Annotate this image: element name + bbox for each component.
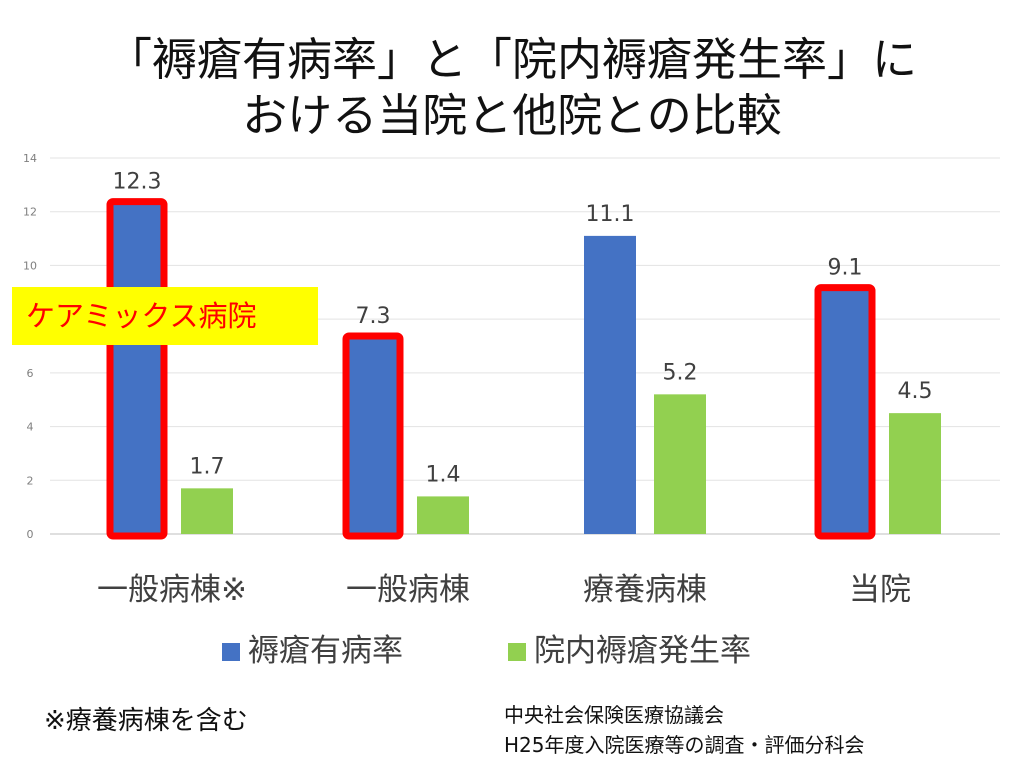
y-tick-label: 0 (27, 528, 34, 541)
data-label: 1.7 (190, 454, 225, 479)
legend-swatch-1 (222, 643, 240, 661)
bars (106, 198, 941, 540)
data-label: 4.5 (898, 379, 933, 404)
source-line-1: 中央社会保険医療協議会 (504, 703, 724, 727)
title-line-1: 「褥瘡有病率」と「院内褥瘡発生率」に (106, 33, 917, 86)
x-axis-ticks: 一般病棟※ 一般病棟 療養病棟 当院 (97, 572, 911, 608)
bar-prevalence-1 (347, 337, 399, 534)
legend-swatch-2 (508, 643, 526, 661)
callout-care-mix-hospital: ケアミックス病院 (12, 287, 318, 345)
bar-incidence-3 (889, 413, 941, 534)
y-tick-label: 12 (23, 206, 37, 219)
legend: 褥瘡有病率 院内褥瘡発生率 (222, 633, 751, 669)
y-tick-label: 6 (27, 367, 34, 380)
x-tick-label: 当院 (849, 572, 911, 608)
y-tick-label: 2 (27, 474, 34, 487)
y-tick-label: 4 (27, 421, 34, 434)
source-line-2: H25年度入院医療等の調査・評価分科会 (504, 733, 865, 757)
bar-prevalence-2 (584, 235, 636, 534)
data-labels: 12.3 7.3 11.1 9.1 1.7 1.4 5.2 4.5 (113, 170, 933, 488)
bar-incidence-0 (181, 488, 233, 534)
legend-label-1: 褥瘡有病率 (248, 633, 403, 669)
bar-incidence-2 (654, 394, 706, 534)
data-label: 1.4 (426, 462, 461, 487)
data-label: 9.1 (828, 256, 863, 281)
y-tick-label: 14 (23, 152, 37, 165)
bar-incidence-1 (417, 496, 469, 534)
y-tick-label: 10 (23, 259, 37, 272)
chart-title: 「褥瘡有病率」と「院内褥瘡発生率」に おける当院と他院との比較 (0, 32, 1024, 144)
data-label: 5.2 (663, 360, 698, 385)
data-label: 11.1 (586, 202, 635, 227)
x-tick-label: 一般病棟※ (97, 572, 247, 608)
y-axis-ticks: 02468101214 (23, 152, 37, 541)
title-line-2: おける当院と他院との比較 (242, 89, 782, 142)
bar-prevalence-3 (819, 289, 871, 534)
highlight-box (342, 332, 404, 540)
x-tick-label: 療養病棟 (583, 572, 707, 608)
x-tick-label: 一般病棟 (346, 572, 470, 608)
highlight-box (106, 198, 168, 540)
data-label: 7.3 (356, 304, 391, 329)
highlight-box (814, 284, 876, 540)
source-note: 中央社会保険医療協議会 H25年度入院医療等の調査・評価分科会 (504, 700, 865, 760)
bar-prevalence-0 (111, 203, 163, 534)
footnote: ※療養病棟を含む (44, 706, 248, 736)
legend-label-2: 院内褥瘡発生率 (534, 633, 751, 669)
data-label: 12.3 (113, 170, 162, 195)
